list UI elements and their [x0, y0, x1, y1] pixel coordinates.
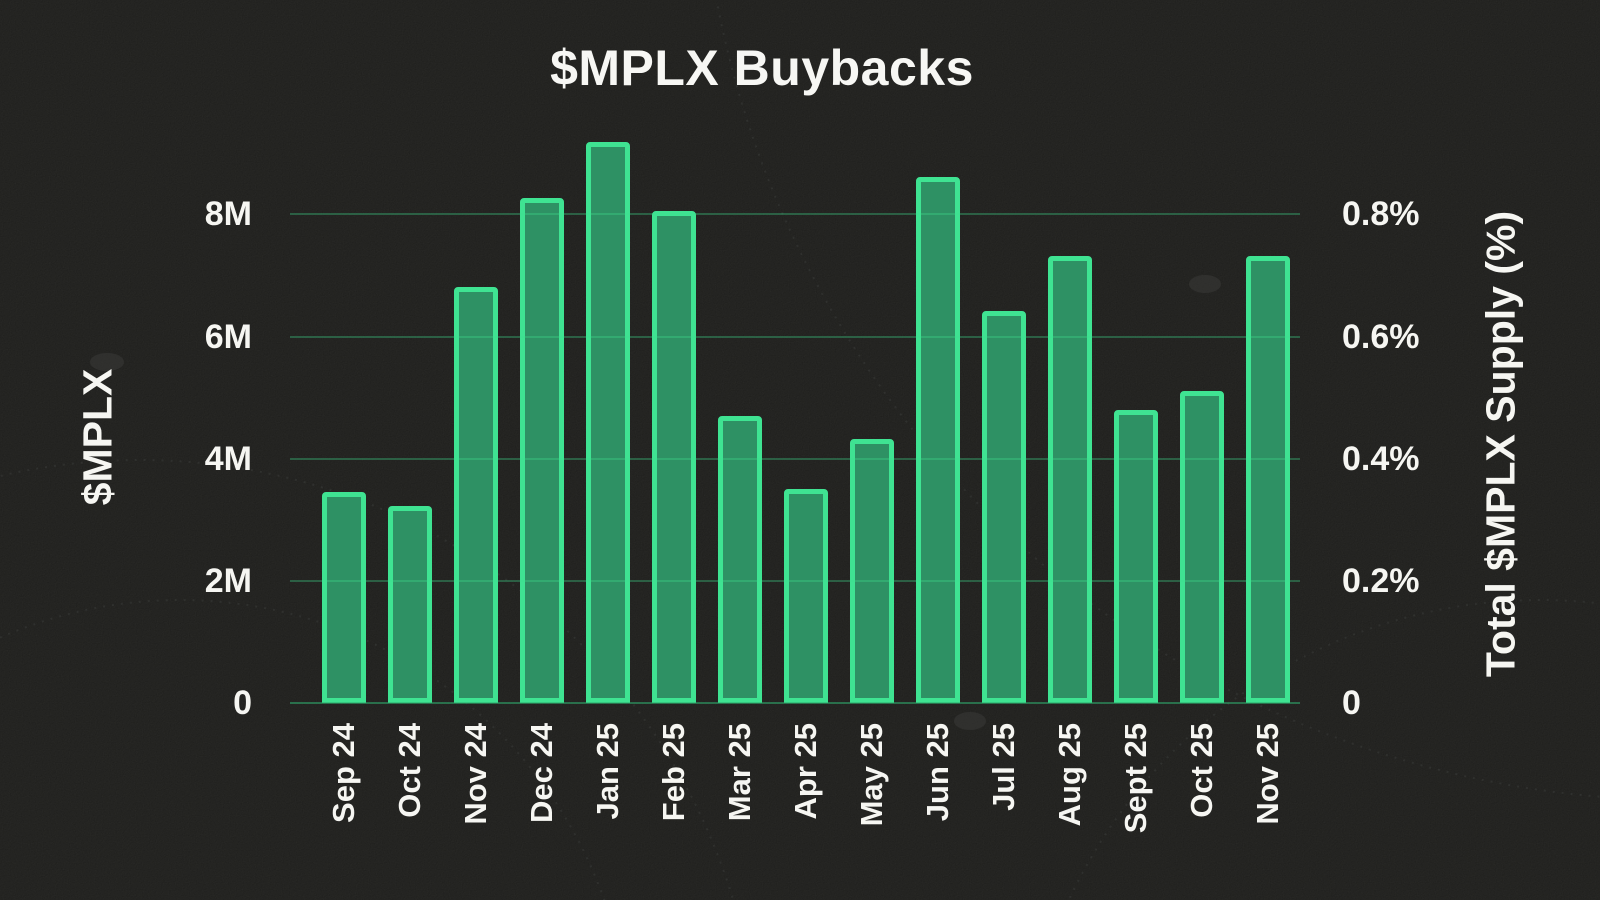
- bar-oct-24: [388, 506, 432, 703]
- left-axis-title: $MPLX: [74, 368, 121, 506]
- chart-title: $MPLX Buybacks: [550, 40, 974, 96]
- y-tick-left-8m: 8M: [204, 195, 252, 234]
- bar-may-25: [850, 439, 894, 703]
- bar-sept-25: [1114, 409, 1158, 703]
- y-tick-right-0: 0: [1342, 684, 1361, 722]
- bar-nov-24: [454, 287, 498, 703]
- y-tick-left-4m: 4M: [204, 439, 252, 478]
- x-tick-mar-25: Mar 25: [722, 723, 757, 822]
- bar-sep-24: [322, 492, 366, 703]
- y-tick-left-2m: 2M: [204, 561, 252, 600]
- bar-mar-25: [718, 416, 762, 703]
- gridline-6m: [290, 335, 1300, 338]
- decor-blob: [954, 712, 986, 730]
- y-tick-left-0: 0: [233, 684, 252, 722]
- bar-aug-25: [1048, 256, 1092, 703]
- x-tick-nov-25: Nov 25: [1250, 723, 1285, 825]
- x-tick-jun-25: Jun 25: [920, 723, 955, 822]
- x-tick-dec-24: Dec 24: [524, 723, 559, 823]
- x-tick-nov-24: Nov 24: [458, 723, 493, 825]
- bar-dec-24: [520, 198, 564, 703]
- x-tick-apr-25: Apr 25: [788, 723, 823, 820]
- x-tick-sep-24: Sep 24: [326, 723, 361, 823]
- y-tick-right-0-2-: 0.2%: [1342, 561, 1420, 600]
- x-tick-may-25: May 25: [854, 723, 889, 827]
- x-tick-aug-25: Aug 25: [1052, 723, 1087, 827]
- right-axis-title: Total $MPLX Supply (%): [1477, 210, 1524, 678]
- bar-nov-25: [1246, 256, 1290, 703]
- y-tick-right-0-4-: 0.4%: [1342, 439, 1420, 478]
- bar-oct-25: [1180, 390, 1224, 703]
- bar-feb-25: [652, 211, 696, 703]
- x-tick-sept-25: Sept 25: [1118, 723, 1153, 834]
- x-tick-jul-25: Jul 25: [986, 723, 1021, 811]
- x-tick-feb-25: Feb 25: [656, 723, 691, 822]
- plot-area: [290, 129, 1300, 704]
- y-tick-right-0-8-: 0.8%: [1342, 195, 1420, 234]
- bar-jul-25: [982, 310, 1026, 703]
- x-tick-oct-25: Oct 25: [1184, 723, 1219, 818]
- bar-jun-25: [916, 177, 960, 703]
- x-tick-jan-25: Jan 25: [590, 723, 625, 820]
- x-tick-oct-24: Oct 24: [392, 723, 427, 818]
- gridline-8m: [290, 213, 1300, 216]
- y-tick-left-6m: 6M: [204, 317, 252, 356]
- bar-apr-25: [784, 489, 828, 703]
- bar-jan-25: [586, 142, 630, 703]
- y-tick-right-0-6-: 0.6%: [1342, 317, 1420, 356]
